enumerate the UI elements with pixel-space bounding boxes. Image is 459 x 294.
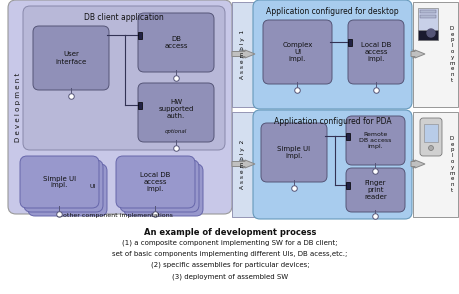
FancyBboxPatch shape [260,123,326,182]
Text: HW
supported
auth.: HW supported auth. [158,98,193,118]
Text: ...other component implementations: ...other component implementations [57,213,173,218]
FancyBboxPatch shape [33,26,109,90]
FancyBboxPatch shape [28,164,107,216]
FancyBboxPatch shape [120,160,199,212]
Text: Application configured for PDA: Application configured for PDA [273,118,391,126]
Bar [231,2,253,107]
FancyBboxPatch shape [23,6,224,150]
Text: (2) specific assemblies for particular devices;: (2) specific assemblies for particular d… [151,262,308,268]
Bar [419,15,435,18]
Text: Simple UI
impl.: Simple UI impl. [277,146,310,159]
Circle shape [426,29,434,37]
FancyBboxPatch shape [347,20,403,84]
FancyBboxPatch shape [345,168,404,212]
FancyBboxPatch shape [24,160,103,212]
FancyBboxPatch shape [8,0,231,214]
Bar [138,101,142,108]
FancyBboxPatch shape [20,156,99,208]
Bar [423,124,437,142]
FancyBboxPatch shape [419,118,441,156]
Bar [345,181,349,188]
FancyBboxPatch shape [116,156,195,208]
Text: UI: UI [90,183,96,188]
Text: Local DB
access
impl.: Local DB access impl. [140,172,170,192]
Bar [412,112,457,217]
Bar [412,2,457,107]
Text: (1) a composite component implementing SW for a DB client;: (1) a composite component implementing S… [122,240,337,246]
Bar [419,10,435,13]
Bar [345,133,349,139]
Polygon shape [410,160,424,168]
Text: Local DB
access
impl.: Local DB access impl. [360,42,390,62]
Text: D e v e l o p m e n t: D e v e l o p m e n t [15,72,21,142]
FancyBboxPatch shape [138,83,213,142]
Polygon shape [410,50,424,58]
FancyBboxPatch shape [252,0,411,109]
Text: Remote
DB access
impl.: Remote DB access impl. [358,132,391,149]
Text: DB client application: DB client application [84,14,163,23]
Polygon shape [231,50,254,58]
Text: D
e
p
l
o
y
m
e
n
t: D e p l o y m e n t [448,26,454,83]
Polygon shape [231,160,254,168]
Bar [347,39,351,46]
Text: Finger
print
reader: Finger print reader [364,180,386,200]
Text: User
interface: User interface [55,51,86,64]
FancyBboxPatch shape [138,13,213,72]
Text: A s s e m b l y  1: A s s e m b l y 1 [240,30,245,79]
Bar [417,30,437,40]
FancyBboxPatch shape [252,110,411,219]
Bar [417,8,437,40]
Text: DB
access: DB access [164,36,187,49]
Bar [138,31,142,39]
Text: Simple UI
impl.: Simple UI impl. [43,176,76,188]
Bar [231,112,253,217]
Text: Application configured for desktop: Application configured for desktop [266,8,398,16]
Text: A s s e m b l y  2: A s s e m b l y 2 [240,140,245,189]
FancyBboxPatch shape [124,164,202,216]
Text: (3) deployment of assembled SW: (3) deployment of assembled SW [172,273,287,280]
Text: An example of development process: An example of development process [144,228,315,237]
Text: set of basic components implementing different UIs, DB acess,etc.;: set of basic components implementing dif… [112,251,347,257]
Text: optional: optional [164,129,187,134]
Text: Complex
UI
impl.: Complex UI impl. [282,42,312,62]
Text: D
e
p
l
o
y
m
e
n
t: D e p l o y m e n t [448,136,454,193]
FancyBboxPatch shape [263,20,331,84]
Circle shape [428,146,432,151]
FancyBboxPatch shape [345,116,404,165]
